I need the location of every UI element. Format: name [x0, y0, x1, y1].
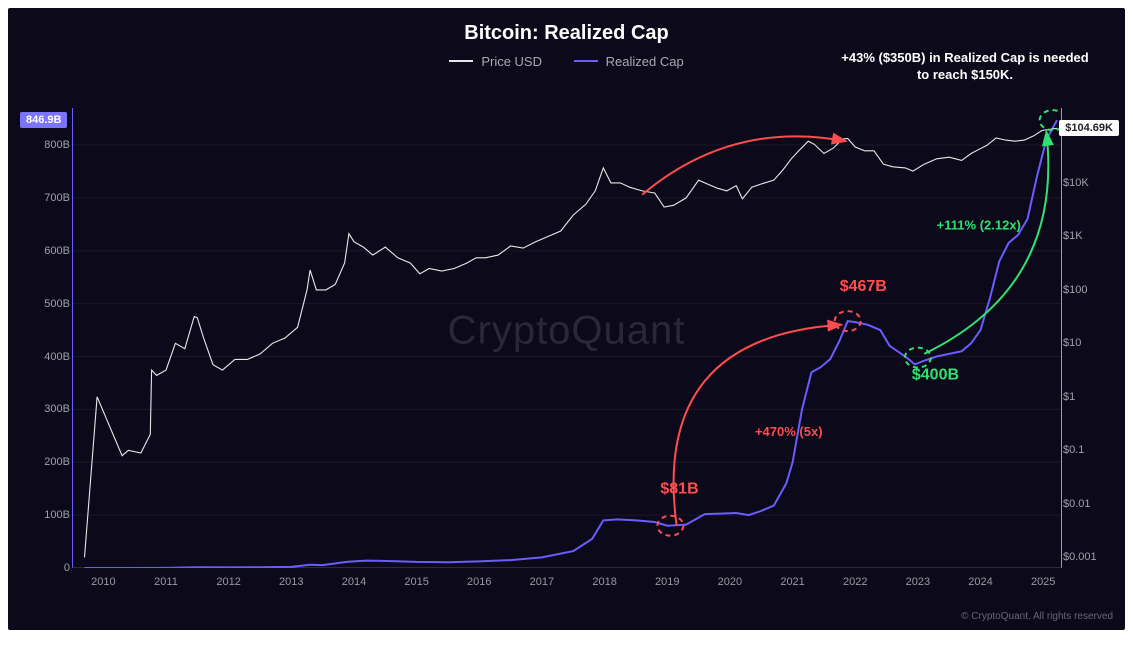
y-left-tick: 500B: [26, 298, 70, 310]
x-tick: 2019: [655, 576, 679, 588]
y-right-tick: $100: [1063, 284, 1111, 296]
x-tick: 2013: [279, 576, 303, 588]
x-tick: 2012: [216, 576, 240, 588]
y-left-tick: 600B: [26, 245, 70, 257]
chart-title: Bitcoin: Realized Cap: [8, 22, 1125, 45]
x-tick: 2017: [530, 576, 554, 588]
legend-item-realized: Realized Cap: [574, 54, 684, 69]
y-right-tick: $10: [1063, 337, 1111, 349]
y-axis-left-labels: 0100B200B300B400B500B600B700B800B: [26, 108, 70, 568]
x-tick: 2015: [404, 576, 428, 588]
x-tick: 2024: [968, 576, 992, 588]
y-right-tick: $10K: [1063, 177, 1111, 189]
y-left-tick: 100B: [26, 509, 70, 521]
y-right-tick: $1: [1063, 391, 1111, 403]
x-tick: 2025: [1031, 576, 1055, 588]
y-right-tick: $0.01: [1063, 498, 1111, 510]
plot-area: $81B$467B$400B$847B+470% (5x)+111% (2.12…: [72, 108, 1062, 568]
legend-swatch-realized: [574, 60, 598, 62]
y-left-tick: 800B: [26, 139, 70, 151]
y-right-tick: $0.1: [1063, 444, 1111, 456]
x-tick: 2022: [843, 576, 867, 588]
chart-container: Bitcoin: Realized Cap Price USD Realized…: [8, 8, 1125, 630]
svg-text:$467B: $467B: [840, 278, 887, 295]
y-left-tick: 200B: [26, 456, 70, 468]
x-axis-labels: 2010 2011 2012 2013 2014 2015 2016 2017 2018 2019…: [72, 576, 1062, 596]
copyright: © CryptoQuant. All rights reserved: [961, 611, 1113, 622]
top-annotation-note: +43% ($350B) in Realized Cap is needed t…: [835, 50, 1095, 84]
legend-swatch-price: [449, 60, 473, 62]
legend-label-price: Price USD: [481, 54, 542, 69]
legend-item-price: Price USD: [449, 54, 542, 69]
y-left-tick: 0: [26, 562, 70, 574]
x-tick: 2020: [718, 576, 742, 588]
y-left-tick: 400B: [26, 351, 70, 363]
y-left-tick: 300B: [26, 403, 70, 415]
svg-text:+470% (5x): +470% (5x): [755, 424, 823, 439]
y-left-tick: 700B: [26, 192, 70, 204]
x-tick: 2016: [467, 576, 491, 588]
y-right-tick: $1K: [1063, 230, 1111, 242]
x-tick: 2010: [91, 576, 115, 588]
left-axis-badge: 846.9B: [20, 112, 67, 128]
legend-label-realized: Realized Cap: [606, 54, 684, 69]
y-axis-right-labels: $0.001 $0.01 $0.1 $1 $10 $100 $1K $10K: [1063, 108, 1111, 568]
plot-svg: $81B$467B$400B$847B+470% (5x)+111% (2.12…: [72, 108, 1062, 568]
x-tick: 2023: [906, 576, 930, 588]
x-tick: 2021: [780, 576, 804, 588]
y-right-tick: $0.001: [1063, 551, 1111, 563]
x-tick: 2018: [592, 576, 616, 588]
svg-text:$81B: $81B: [660, 481, 698, 498]
svg-text:+111% (2.12x): +111% (2.12x): [937, 218, 1021, 233]
x-tick: 2014: [342, 576, 366, 588]
svg-text:$400B: $400B: [912, 367, 959, 384]
right-axis-badge: $104.69K: [1059, 120, 1119, 136]
x-tick: 2011: [154, 576, 178, 588]
